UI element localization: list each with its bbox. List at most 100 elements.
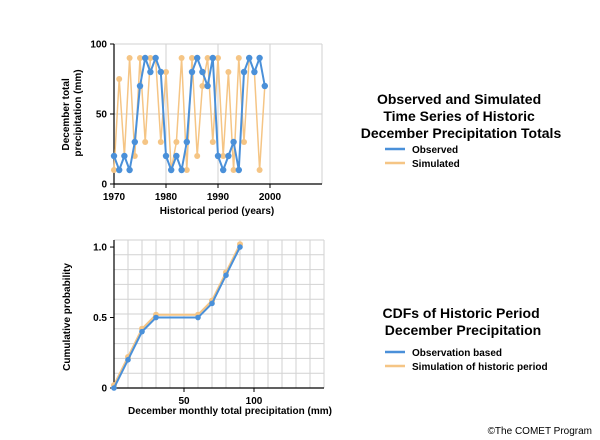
data-point-observed xyxy=(147,68,154,76)
data-point-observed xyxy=(121,152,128,160)
data-point-simulated xyxy=(142,139,149,145)
data-point-observed xyxy=(256,54,263,62)
data-point-observation-based xyxy=(195,314,201,321)
data-point-simulated xyxy=(194,153,201,159)
data-point-observed xyxy=(126,166,133,174)
legend-label-observation-based: Observation based xyxy=(412,348,502,359)
data-point-simulated xyxy=(256,167,263,173)
data-point-observed xyxy=(251,68,258,76)
y-tick-label: 100 xyxy=(90,40,107,51)
data-point-observed xyxy=(188,68,196,76)
data-point-simulated xyxy=(220,153,227,159)
data-point-observation-based xyxy=(237,244,243,250)
timeseries-title-line-3: December Precipitation Totals xyxy=(361,125,562,141)
timeseries-title-line-1: Observed and Simulated xyxy=(377,91,541,107)
timeseries-series xyxy=(110,54,268,174)
data-point-simulated xyxy=(199,83,206,89)
data-point-observed xyxy=(220,166,227,174)
x-tick-label: 2000 xyxy=(259,192,282,203)
data-point-observed xyxy=(136,82,144,90)
data-point-observation-based xyxy=(223,272,229,279)
data-point-observed xyxy=(168,166,175,174)
data-point-observed xyxy=(173,152,180,160)
timeseries-y-axis-label-line-1: December total xyxy=(61,78,72,150)
cdf-y-axis-label: Cumulative probability xyxy=(62,263,73,371)
cdf-chart: 50 100 0 0.5 1.0 December monthly total prec… xyxy=(62,239,548,417)
data-point-simulated xyxy=(157,139,164,145)
x-tick-label: 50 xyxy=(178,396,190,407)
data-point-observed xyxy=(110,152,118,160)
timeseries-x-axis-label: Historical period (years) xyxy=(160,206,274,217)
data-point-simulated xyxy=(241,139,247,145)
data-point-observed xyxy=(246,54,253,62)
legend-label-simulated: Simulated xyxy=(412,159,460,170)
x-tick-label: 1990 xyxy=(207,192,230,203)
data-point-simulated xyxy=(126,55,133,61)
y-tick-label: 0 xyxy=(101,384,107,395)
series-line-simulation-of-historic-period xyxy=(113,243,241,386)
timeseries-y-axis-label-line-2: precipitation (mm) xyxy=(73,69,84,156)
cdf-legend: Observation based Simulation of historic… xyxy=(385,348,548,373)
x-tick-label: 100 xyxy=(246,396,263,407)
data-point-observed xyxy=(142,54,149,62)
data-point-simulated xyxy=(116,76,123,82)
data-point-observation-based xyxy=(209,300,215,307)
cdf-x-axis-label: December monthly total precipitation (mm… xyxy=(128,406,332,417)
legend-label-simulation-historic: Simulation of historic period xyxy=(412,362,548,373)
timeseries-chart: 1970 1980 1990 2000 0 50 100 Historical period… xyxy=(61,40,561,218)
data-point-simulated xyxy=(225,69,232,75)
cdf-grid xyxy=(113,239,325,389)
y-tick-label: 1.0 xyxy=(93,243,107,254)
data-point-observed xyxy=(116,166,123,174)
y-tick-label: 0.5 xyxy=(93,313,107,324)
data-point-observed xyxy=(235,166,242,174)
data-point-simulated xyxy=(215,55,221,61)
data-point-observed xyxy=(152,54,159,62)
data-point-simulated xyxy=(163,69,169,75)
data-point-simulated xyxy=(235,55,242,61)
cdf-title-line-2: December Precipitation xyxy=(385,322,541,338)
cdf-title: CDFs of Historic Period December Precipi… xyxy=(382,305,543,338)
cdf-tick-labels: 50 100 0 0.5 1.0 xyxy=(93,243,263,407)
timeseries-tick-labels: 1970 1980 1990 2000 0 50 100 xyxy=(90,40,281,204)
data-point-simulated xyxy=(178,55,185,61)
timeseries-y-axis-label: December total precipitation (mm) xyxy=(61,69,84,156)
data-point-observed xyxy=(204,82,211,90)
timeseries-title-line-2: Time Series of Historic xyxy=(383,108,535,124)
data-point-simulated xyxy=(183,167,190,173)
x-tick-label: 1980 xyxy=(155,192,178,203)
timeseries-legend: Observed Simulated xyxy=(385,145,460,170)
data-point-simulated xyxy=(137,55,143,61)
series-line-observation-based xyxy=(113,246,241,389)
data-point-simulated xyxy=(204,55,211,61)
timeseries-title: Observed and Simulated Time Series of Hi… xyxy=(361,91,562,141)
legend-label-observed: Observed xyxy=(412,145,458,156)
data-point-observation-based xyxy=(139,328,145,335)
cdf-series xyxy=(111,241,243,391)
data-point-observed xyxy=(199,68,206,76)
copyright-credit: ©The COMET Program xyxy=(488,426,592,437)
data-point-observed xyxy=(178,166,185,174)
data-point-observation-based xyxy=(153,314,159,321)
x-tick-label: 1970 xyxy=(103,192,126,203)
data-point-observed xyxy=(131,138,138,146)
data-point-observed xyxy=(162,152,170,160)
data-point-observation-based xyxy=(111,385,117,391)
cdf-title-line-1: CDFs of Historic Period xyxy=(382,305,539,321)
data-point-simulated xyxy=(230,167,237,173)
data-point-simulated xyxy=(189,55,195,61)
data-point-simulated xyxy=(209,139,216,145)
data-point-simulated xyxy=(111,167,117,173)
data-point-observed xyxy=(214,152,222,160)
data-point-observed xyxy=(194,54,201,62)
y-tick-label: 0 xyxy=(101,180,107,191)
data-point-observed xyxy=(225,152,232,160)
y-tick-label: 50 xyxy=(96,110,108,121)
data-point-simulated xyxy=(147,55,154,61)
data-point-observed xyxy=(240,68,248,76)
data-point-observed xyxy=(230,138,237,146)
data-point-observed xyxy=(157,68,164,76)
data-point-observed xyxy=(261,82,268,90)
data-point-simulated xyxy=(173,139,180,145)
